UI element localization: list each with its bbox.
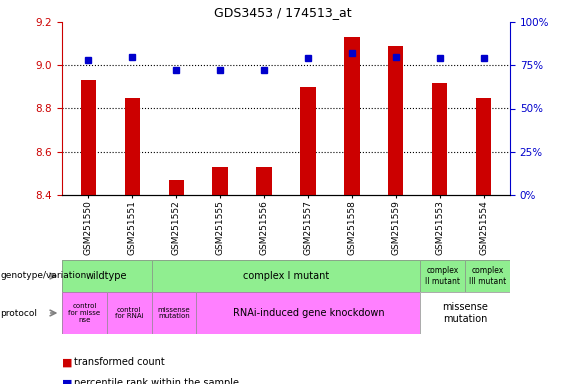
Bar (257, 167, 272, 195)
Bar (212, 167, 228, 195)
Bar (388, 46, 403, 195)
Text: missense
mutation: missense mutation (158, 306, 190, 319)
Text: missense
mutation: missense mutation (442, 302, 488, 324)
Bar (168, 180, 184, 195)
Bar (476, 98, 492, 195)
Text: protocol: protocol (1, 308, 37, 318)
Text: control
for RNAi: control for RNAi (115, 306, 144, 319)
Text: complex
III mutant: complex III mutant (469, 266, 506, 286)
Text: complex I mutant: complex I mutant (243, 271, 329, 281)
Text: percentile rank within the sample: percentile rank within the sample (75, 378, 240, 384)
Text: GDS3453 / 174513_at: GDS3453 / 174513_at (214, 6, 351, 19)
Bar (300, 87, 316, 195)
Text: RNAi-induced gene knockdown: RNAi-induced gene knockdown (233, 308, 384, 318)
Text: transformed count: transformed count (75, 357, 165, 367)
Text: ■: ■ (62, 378, 72, 384)
Text: complex
II mutant: complex II mutant (425, 266, 460, 286)
Bar (432, 83, 447, 195)
Text: control
for misse
nse: control for misse nse (68, 303, 101, 323)
Text: wildtype: wildtype (86, 271, 128, 281)
Bar (125, 98, 140, 195)
Bar (81, 80, 96, 195)
Text: genotype/variation: genotype/variation (1, 271, 87, 280)
Bar (344, 37, 359, 195)
Text: ■: ■ (62, 357, 72, 367)
